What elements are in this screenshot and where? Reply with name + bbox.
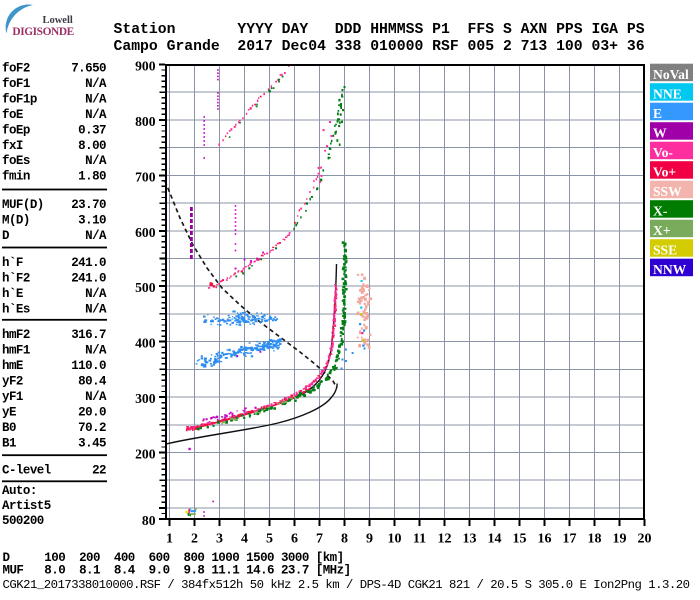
svg-text:6: 6 <box>291 532 298 547</box>
svg-text:MUF 8.0 8.1 8.4 9.0 9.8: MUF 8.0 8.1 8.4 9.0 9.8 11.1 14.6 23.7 [… <box>3 564 351 578</box>
svg-text:Campo Grande 2017 Dec04 338 0: Campo Grande 2017 Dec04 338 010000 RSF 0… <box>114 39 645 55</box>
svg-text:yF1: yF1 <box>2 390 23 404</box>
svg-text:foEs: foEs <box>2 154 30 168</box>
svg-text:10: 10 <box>388 532 402 547</box>
svg-text:B0: B0 <box>2 421 16 435</box>
svg-text:11: 11 <box>413 532 426 547</box>
svg-text:SSE: SSE <box>653 243 677 258</box>
svg-text:80.4: 80.4 <box>78 375 107 389</box>
svg-text:400: 400 <box>135 336 156 351</box>
svg-text:300: 300 <box>135 391 156 406</box>
svg-text:Auto:: Auto: <box>2 484 37 498</box>
svg-text:N/A: N/A <box>85 154 107 168</box>
svg-text:9: 9 <box>366 532 373 547</box>
svg-text:foF2: foF2 <box>2 62 30 76</box>
svg-text:3.45: 3.45 <box>78 436 106 450</box>
svg-text:N/A: N/A <box>85 77 107 91</box>
svg-text:foE: foE <box>2 108 23 122</box>
svg-text:12: 12 <box>438 532 452 547</box>
svg-text:foEp: foEp <box>2 123 30 137</box>
svg-text:DIGISONDE: DIGISONDE <box>12 26 74 38</box>
svg-text:241.0: 241.0 <box>71 256 106 270</box>
svg-text:NoVal: NoVal <box>653 67 689 82</box>
svg-text:NNW: NNW <box>653 262 687 277</box>
svg-text:20: 20 <box>638 532 652 547</box>
svg-text:Vo-: Vo- <box>653 145 673 160</box>
svg-text:C-level: C-level <box>2 464 51 478</box>
svg-text:23.70: 23.70 <box>71 198 106 212</box>
svg-text:20.0: 20.0 <box>78 405 106 419</box>
svg-text:16: 16 <box>538 532 552 547</box>
svg-text:Vo+: Vo+ <box>653 165 676 180</box>
svg-text:W: W <box>653 126 667 141</box>
svg-text:17: 17 <box>563 532 577 547</box>
svg-text:h`F: h`F <box>2 256 23 270</box>
svg-text:8.00: 8.00 <box>78 139 106 153</box>
svg-text:h`E: h`E <box>2 287 23 301</box>
svg-text:500: 500 <box>135 280 156 295</box>
svg-text:MUF(D): MUF(D) <box>2 198 44 212</box>
svg-text:0.37: 0.37 <box>78 123 106 137</box>
svg-text:Artist5: Artist5 <box>2 499 51 513</box>
svg-text:800: 800 <box>135 114 156 129</box>
svg-text:N/A: N/A <box>85 92 107 106</box>
svg-text:CGK21_2017338010000.RSF / 384f: CGK21_2017338010000.RSF / 384fx512h 50 k… <box>3 578 690 592</box>
svg-text:h`Es: h`Es <box>2 303 30 317</box>
svg-text:Station YYYY DAY DDD H: Station YYYY DAY DDD HHMMSS P1 FFS S AXN… <box>114 22 645 38</box>
svg-text:7: 7 <box>316 532 323 547</box>
svg-text:B1: B1 <box>2 436 16 450</box>
svg-text:hmE: hmE <box>2 359 23 373</box>
svg-text:fmin: fmin <box>2 170 30 184</box>
svg-text:700: 700 <box>135 169 156 184</box>
svg-text:80: 80 <box>142 513 156 528</box>
svg-text:4: 4 <box>241 532 248 547</box>
svg-text:15: 15 <box>513 532 527 547</box>
svg-text:3: 3 <box>216 532 223 547</box>
svg-text:E: E <box>653 106 662 121</box>
svg-text:3.10: 3.10 <box>78 214 106 228</box>
svg-text:h`F2: h`F2 <box>2 272 30 286</box>
svg-text:X+: X+ <box>653 223 671 238</box>
svg-text:hmF2: hmF2 <box>2 328 30 342</box>
svg-text:X-: X- <box>653 204 668 219</box>
svg-text:Lowell: Lowell <box>42 15 72 26</box>
svg-text:13: 13 <box>463 532 477 547</box>
svg-text:200: 200 <box>135 447 156 462</box>
svg-text:N/A: N/A <box>85 108 107 122</box>
svg-text:1.80: 1.80 <box>78 170 106 184</box>
svg-text:19: 19 <box>613 532 627 547</box>
svg-text:N/A: N/A <box>85 303 107 317</box>
svg-text:D: D <box>2 229 10 243</box>
svg-text:fxI: fxI <box>2 139 23 153</box>
svg-text:N/A: N/A <box>85 229 107 243</box>
svg-text:yF2: yF2 <box>2 375 23 389</box>
svg-text:NNE: NNE <box>653 87 682 102</box>
svg-text:N/A: N/A <box>85 287 107 301</box>
svg-text:M(D): M(D) <box>2 214 30 228</box>
svg-text:yE: yE <box>2 405 16 419</box>
svg-text:900: 900 <box>135 59 156 74</box>
svg-text:500200: 500200 <box>2 514 44 528</box>
svg-text:D 100 200 400 600 800: D 100 200 400 600 800 1000 1500 3000 [km… <box>3 551 344 565</box>
svg-text:600: 600 <box>135 225 156 240</box>
svg-text:7.650: 7.650 <box>71 62 106 76</box>
svg-text:hmF1: hmF1 <box>2 344 30 358</box>
svg-text:22: 22 <box>92 464 106 478</box>
svg-text:2: 2 <box>191 532 198 547</box>
svg-text:8: 8 <box>341 532 348 547</box>
svg-text:110.0: 110.0 <box>71 359 106 373</box>
svg-text:70.2: 70.2 <box>78 421 106 435</box>
svg-text:foF1p: foF1p <box>2 92 37 106</box>
svg-text:241.0: 241.0 <box>71 272 106 286</box>
svg-text:foF1: foF1 <box>2 77 30 91</box>
svg-text:SSW: SSW <box>653 184 682 199</box>
svg-text:5: 5 <box>266 532 273 547</box>
svg-text:1: 1 <box>166 532 173 547</box>
svg-text:14: 14 <box>488 532 502 547</box>
svg-text:N/A: N/A <box>85 390 107 404</box>
svg-text:18: 18 <box>588 532 602 547</box>
svg-text:N/A: N/A <box>85 344 107 358</box>
svg-text:316.7: 316.7 <box>71 328 106 342</box>
